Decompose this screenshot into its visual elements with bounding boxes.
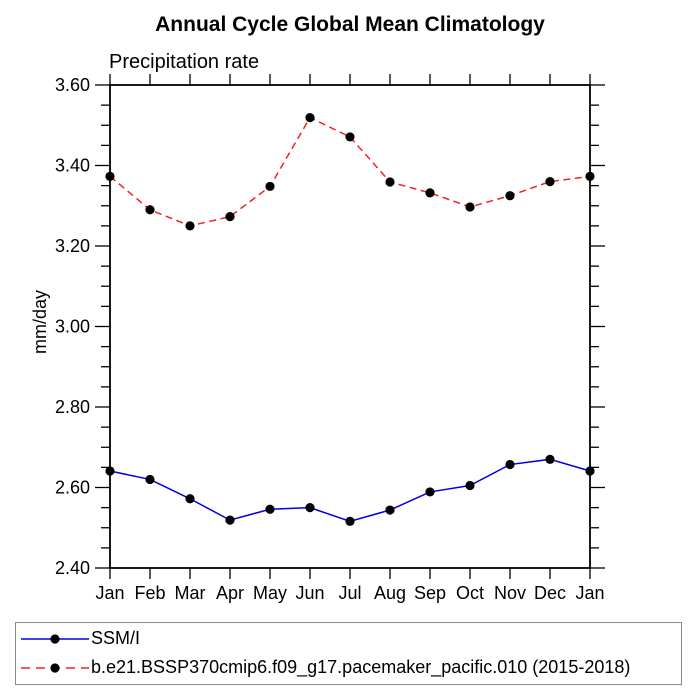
y-axis-tick-label: 2.40 (55, 558, 90, 578)
y-axis-tick-label: 3.60 (55, 75, 90, 95)
data-point-ssmi (345, 516, 355, 526)
data-point-model (185, 221, 195, 231)
x-axis-tick-label: Oct (456, 583, 484, 603)
legend-sample-solid-line (21, 633, 89, 644)
x-axis-tick-label: Dec (534, 583, 566, 603)
y-axis-label: mm/day (30, 290, 50, 354)
data-point-ssmi (265, 504, 275, 514)
plot-frame (109, 84, 591, 569)
data-point-model (305, 113, 315, 123)
y-axis-tick-label: 2.80 (55, 397, 90, 417)
y-axis-tick-label: 3.00 (55, 317, 90, 337)
data-point-model (545, 177, 555, 187)
y-axis-tick-label: 3.40 (55, 156, 90, 176)
x-axis-tick-label: Aug (374, 583, 406, 603)
data-point-model (345, 132, 355, 142)
data-point-ssmi (505, 459, 515, 470)
data-point-model (145, 205, 155, 215)
legend-sample-dashed-line (21, 662, 89, 673)
data-point-ssmi (585, 466, 595, 476)
data-point-model (225, 212, 235, 222)
data-point-model (505, 191, 515, 201)
data-point-ssmi (185, 494, 195, 504)
x-axis-tick-label: Jan (95, 583, 124, 603)
data-point-ssmi (105, 466, 115, 476)
data-point-ssmi (425, 487, 435, 497)
data-point-model (465, 202, 475, 212)
x-axis-tick-label: May (253, 583, 287, 603)
legend-label-ssmi: SSM/I (91, 628, 141, 648)
legend-item-ssmi: SSM/I (18, 624, 681, 653)
legend-marker-dot (50, 662, 60, 673)
data-point-ssmi (145, 474, 155, 485)
data-point-ssmi (385, 505, 395, 515)
data-point-model (425, 188, 435, 198)
data-point-model (585, 171, 595, 181)
x-axis-tick-label: Mar (175, 583, 206, 603)
x-axis-tick-label: Apr (216, 583, 244, 603)
x-axis-tick-label: Sep (414, 583, 446, 603)
legend-item-model: b.e21.BSSP370cmip6.f09_g17.pacemaker_pac… (18, 653, 681, 682)
legend-marker-dot (50, 633, 60, 644)
y-axis-tick-label: 3.20 (55, 236, 90, 256)
x-axis-tick-label: Nov (494, 583, 526, 603)
data-point-ssmi (225, 515, 235, 525)
x-axis-tick-label: Jul (338, 583, 361, 603)
series-line-ssmi (109, 458, 591, 523)
y-axis-tick-label: 2.60 (55, 478, 90, 498)
legend-label-model: b.e21.BSSP370cmip6.f09_g17.pacemaker_pac… (91, 657, 631, 677)
x-axis-tick-label: Jun (295, 583, 324, 603)
data-point-model (265, 181, 275, 192)
x-axis-tick-label: Feb (134, 583, 165, 603)
data-point-ssmi (545, 454, 555, 464)
data-point-ssmi (465, 480, 475, 491)
chart-subtitle: Precipitation rate (109, 51, 260, 73)
data-point-model (105, 171, 115, 181)
legend-box: SSM/I b.e21.BSSP370cmip6.f09_g17.pacemak… (15, 622, 682, 685)
x-axis-tick-label: Jan (575, 583, 604, 603)
data-point-ssmi (305, 503, 315, 513)
chart-title: Annual Cycle Global Mean Climatology (155, 13, 545, 36)
data-point-model (385, 177, 395, 187)
